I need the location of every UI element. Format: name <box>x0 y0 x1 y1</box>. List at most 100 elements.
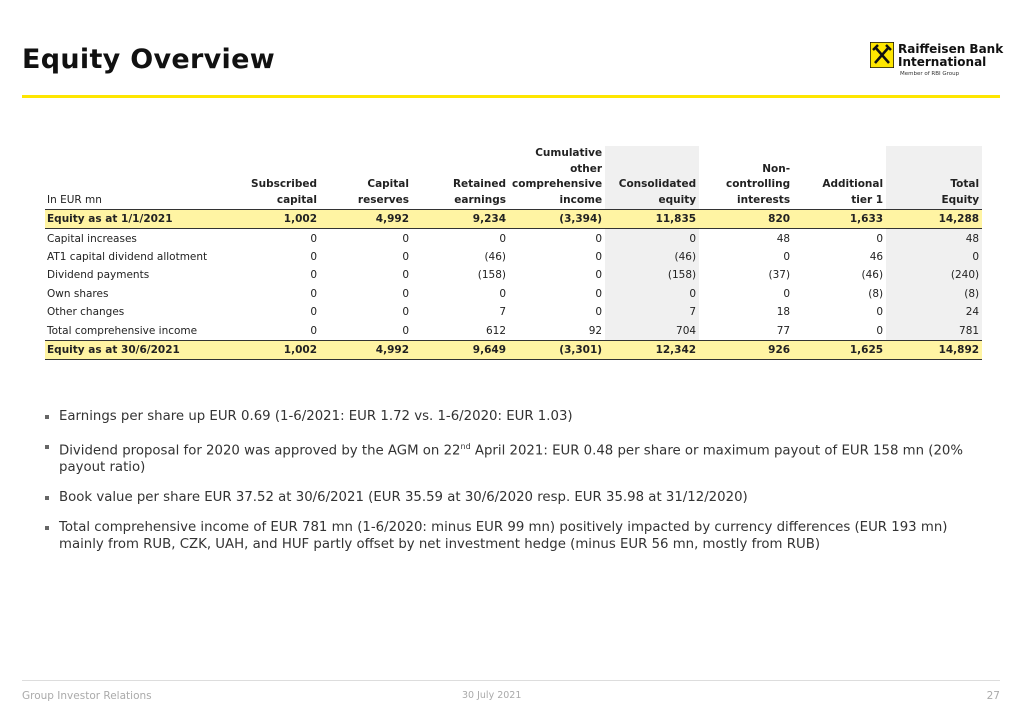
header-line: Retained <box>452 178 506 190</box>
table-row: Dividend payments 0 0 (158) 0 (158) (37) (46) (2… <box>45 266 983 285</box>
cell: (37) <box>768 269 791 282</box>
cell: 781 <box>886 321 983 341</box>
cell: 0 <box>499 232 506 245</box>
cell: 0 <box>402 269 409 282</box>
cell: 0 <box>310 324 317 337</box>
table-row: Equity as at 30/6/2021 1,002 4,992 9,649 (3,… <box>45 339 983 361</box>
cell: 92 <box>588 324 603 337</box>
footer-rule <box>22 680 1000 681</box>
cell: 1,002 <box>230 339 320 361</box>
cell: 46 <box>869 250 884 263</box>
table-row: Total comprehensive income 0 0 612 92 704 77 0 7… <box>45 321 983 341</box>
cell: 0 <box>595 306 603 319</box>
cell: 0 <box>886 247 983 267</box>
logo-text: Raiffeisen Bank <box>898 42 1004 56</box>
column-header: Cumulative other comprehensive income <box>509 146 605 210</box>
cell: 0 <box>402 250 409 263</box>
table-row: Other changes 0 0 7 0 7 18 0 24 <box>45 302 983 322</box>
bullet: Earnings per share up EUR 0.69 (1-6/2021… <box>45 408 985 425</box>
cell: 820 <box>699 208 794 230</box>
cell: 0 <box>595 269 603 282</box>
cell: 1,625 <box>793 339 887 361</box>
header-line: controlling <box>725 178 791 190</box>
header-line: Total <box>950 178 980 190</box>
cell: 0 <box>783 250 791 263</box>
header-line: Capital <box>367 178 409 190</box>
cell: 0 <box>783 287 791 300</box>
cell: 0 <box>402 306 409 319</box>
cell: 48 <box>886 228 983 248</box>
logo-text: International <box>898 55 987 69</box>
cell: 9,649 <box>412 339 509 361</box>
cell: (158) <box>477 269 506 282</box>
column-header: Capital reserves <box>320 146 412 210</box>
column-header: Total Equity <box>886 146 983 210</box>
table-row: Capital increases 0 0 0 0 0 48 0 48 <box>45 228 983 248</box>
bullet-text: Book value per share EUR 37.52 at 30/6/2… <box>59 490 748 506</box>
header-line: Additional <box>822 178 884 190</box>
cell: 48 <box>776 232 791 245</box>
header-line: equity <box>658 193 697 206</box>
bullet-text: Dividend proposal for 2020 was approved … <box>59 443 461 459</box>
cell: (8) <box>868 287 884 300</box>
cell: 0 <box>499 287 506 300</box>
row-label: AT1 capital dividend allotment <box>47 250 208 263</box>
cell: 704 <box>605 321 700 341</box>
bullet-marker <box>45 415 49 419</box>
bullet-marker <box>45 496 49 501</box>
cell: (46) <box>861 269 884 282</box>
bullet-text: Earnings per share up EUR 0.69 (1-6/2021… <box>59 409 573 424</box>
cell: (158) <box>605 266 700 285</box>
cell: 0 <box>605 284 700 303</box>
cell: 1,002 <box>230 208 320 230</box>
cell: 0 <box>595 250 603 263</box>
cell: 14,288 <box>886 208 983 230</box>
cell: 12,342 <box>605 339 700 361</box>
cell: 24 <box>886 302 983 322</box>
cell: 0 <box>310 232 317 245</box>
row-label: Own shares <box>47 287 109 300</box>
cell: 0 <box>876 324 884 337</box>
cell: 0 <box>876 306 884 319</box>
row-label: Equity as at 30/6/2021 <box>45 339 230 361</box>
logo-subtitle: Member of RBI Group <box>900 71 960 77</box>
header-line: Cumulative <box>535 147 603 159</box>
row-label: Dividend payments <box>47 269 150 282</box>
row-label: Equity as at 1/1/2021 <box>45 208 230 230</box>
bullet: Book value per share EUR 37.52 at 30/6/2… <box>45 489 985 506</box>
bullet-marker <box>45 526 49 531</box>
cell: 7 <box>605 302 700 322</box>
bullet-list: Earnings per share up EUR 0.69 (1-6/2021… <box>45 408 985 566</box>
header-line: Consolidated <box>618 178 697 190</box>
cell: 9,234 <box>412 208 509 230</box>
bullet: Dividend proposal for 2020 was approved … <box>45 438 985 476</box>
cell: 4,992 <box>320 208 412 230</box>
header-line: reserves <box>357 193 409 206</box>
header-line: Non- <box>762 162 791 175</box>
title-rule <box>22 95 1000 98</box>
header-line: earnings <box>454 193 506 206</box>
header-line: tier 1 <box>851 193 884 206</box>
logo-icon <box>870 42 894 68</box>
cell: 0 <box>402 232 409 245</box>
cell: (3,394) <box>509 208 606 230</box>
cell: 4,992 <box>320 339 412 361</box>
footer-left: Group Investor Relations <box>22 690 152 702</box>
cell: 0 <box>310 250 317 263</box>
unit-label: In EUR mn <box>47 193 102 206</box>
cell: 0 <box>876 232 884 245</box>
cell: (240) <box>886 266 983 285</box>
cell: (3,301) <box>509 339 606 361</box>
slide-title: Equity Overview <box>22 44 275 75</box>
bullet-text: April 2021: EUR 0.48 per share or maximu… <box>59 443 964 476</box>
row-label: Total comprehensive income <box>47 324 198 337</box>
cell: 0 <box>605 228 700 248</box>
table-row: AT1 capital dividend allotment 0 0 (46) 0 (46… <box>45 247 983 267</box>
cell: 926 <box>699 339 794 361</box>
header-line: Equity <box>941 193 980 206</box>
column-header: Consolidated equity <box>605 146 700 210</box>
header-row: In EUR mn Subscribed capital Capital reserve… <box>45 146 983 210</box>
cell: 1,633 <box>793 208 887 230</box>
header-line: interests <box>737 193 791 206</box>
